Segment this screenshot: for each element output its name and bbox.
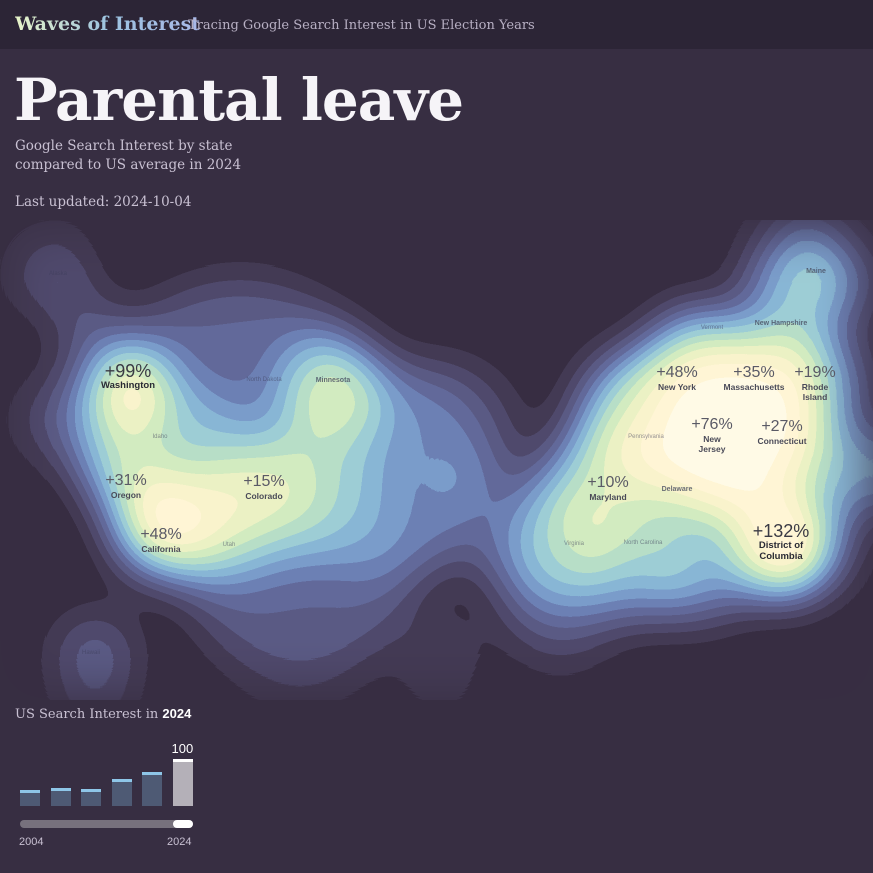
state-label[interactable]: +15% Colorado xyxy=(243,473,284,501)
state-name: Massachusetts xyxy=(723,382,785,392)
state-name: California xyxy=(141,544,181,554)
us-interest-label: US Search Interest in xyxy=(15,707,159,722)
state-value: +132% xyxy=(752,521,810,541)
page-title: Parental leave xyxy=(14,66,464,134)
slider-start-year: 2004 xyxy=(19,836,44,848)
state-value: +27% xyxy=(761,418,803,435)
state-value: +10% xyxy=(587,474,629,491)
state-name: New Jersey xyxy=(698,434,726,454)
year-bar-2016[interactable] xyxy=(111,779,132,806)
heat-blob xyxy=(650,310,750,410)
state-name-minor: Delaware xyxy=(661,486,693,493)
year-bar-2004[interactable] xyxy=(20,790,40,806)
state-value: +15% xyxy=(243,473,285,490)
state-name: Maryland xyxy=(589,492,627,502)
year-bar-2008[interactable] xyxy=(50,788,71,806)
state-label[interactable]: +48% New York xyxy=(656,364,697,392)
state-name-minor: Vermont xyxy=(700,325,724,331)
state-name: Connecticut xyxy=(757,436,807,446)
heat-blob xyxy=(760,523,810,573)
slider-end-year: 2024 xyxy=(167,836,192,848)
state-label[interactable]: +48% California xyxy=(140,526,181,554)
state-name-minor: Pennsylvania xyxy=(628,434,664,440)
heat-blob xyxy=(25,245,85,305)
state-label[interactable]: +132% District of Columbia xyxy=(753,522,810,562)
state-name-minor: Utah xyxy=(222,542,236,548)
year-bar-2020[interactable] xyxy=(142,772,162,806)
state-value: +19% xyxy=(794,364,836,381)
heat-blob xyxy=(108,363,152,407)
state-name-minor: Alaska xyxy=(48,271,68,277)
heat-field xyxy=(0,220,873,700)
heat-blob xyxy=(57,617,133,693)
heat-blob xyxy=(150,390,250,490)
heat-blob xyxy=(500,540,620,660)
state-value: +31% xyxy=(105,472,147,489)
interest-contour-map[interactable] xyxy=(0,220,873,700)
state-label[interactable]: +99% Washington xyxy=(101,362,155,391)
heat-blob xyxy=(310,375,350,415)
year-slider[interactable] xyxy=(20,820,193,828)
brand-logo[interactable]: Waves of Interest xyxy=(15,13,201,35)
tagline: Tracing Google Search Interest in US Ele… xyxy=(188,18,535,33)
heat-blob xyxy=(795,425,873,515)
heat-blob xyxy=(60,300,120,360)
state-name: Washington xyxy=(101,380,155,391)
state-name-minor: Maine xyxy=(806,268,826,275)
state-name-minor: New Hampshire xyxy=(754,320,808,327)
us-interest-bar-chart: 100 xyxy=(20,740,195,806)
state-name: Oregon xyxy=(110,490,142,500)
state-label[interactable]: +31% Oregon xyxy=(105,472,146,500)
top-bar: Waves of Interest Tracing Google Search … xyxy=(0,0,873,49)
year-bar-2024[interactable] xyxy=(172,759,193,806)
state-name: Colorado xyxy=(245,491,283,501)
state-value: +99% xyxy=(104,361,152,381)
last-updated: Last updated: 2024-10-04 xyxy=(15,194,192,210)
us-interest-heading: US Search Interest in 2024 xyxy=(15,706,191,722)
heat-blob xyxy=(785,235,855,305)
state-label[interactable]: +19% Rhode Island xyxy=(794,364,835,402)
page-subtitle: Google Search Interest by state compared… xyxy=(15,138,242,173)
state-name-minor: Idaho xyxy=(152,434,168,440)
heat-blob xyxy=(408,623,472,687)
state-label[interactable]: +35% Massachusetts xyxy=(724,364,785,392)
bar-value-label: 100 xyxy=(171,741,194,756)
year-bar-2012[interactable] xyxy=(81,789,101,806)
state-label[interactable]: +10% Maryland xyxy=(587,474,628,502)
state-name: District of Columbia xyxy=(758,540,804,562)
state-value: +48% xyxy=(656,364,698,381)
state-name-minor: North Dakota xyxy=(246,377,282,383)
selected-year: 2024 xyxy=(162,706,192,721)
state-value: +76% xyxy=(691,416,733,433)
state-value: +35% xyxy=(733,364,775,381)
year-slider-thumb[interactable] xyxy=(173,820,193,828)
state-name: New York xyxy=(658,382,696,392)
state-name: Rhode Island xyxy=(801,382,829,402)
state-name-minor: North Carolina xyxy=(623,540,663,546)
state-label[interactable]: +76% New Jersey xyxy=(691,416,732,454)
state-value: +48% xyxy=(140,526,182,543)
state-label[interactable]: +27% Connecticut xyxy=(757,418,806,446)
state-name-minor: Virginia xyxy=(564,541,584,547)
state-name-minor: Hawaii xyxy=(81,650,101,656)
state-name-minor: Minnesota xyxy=(315,377,351,384)
